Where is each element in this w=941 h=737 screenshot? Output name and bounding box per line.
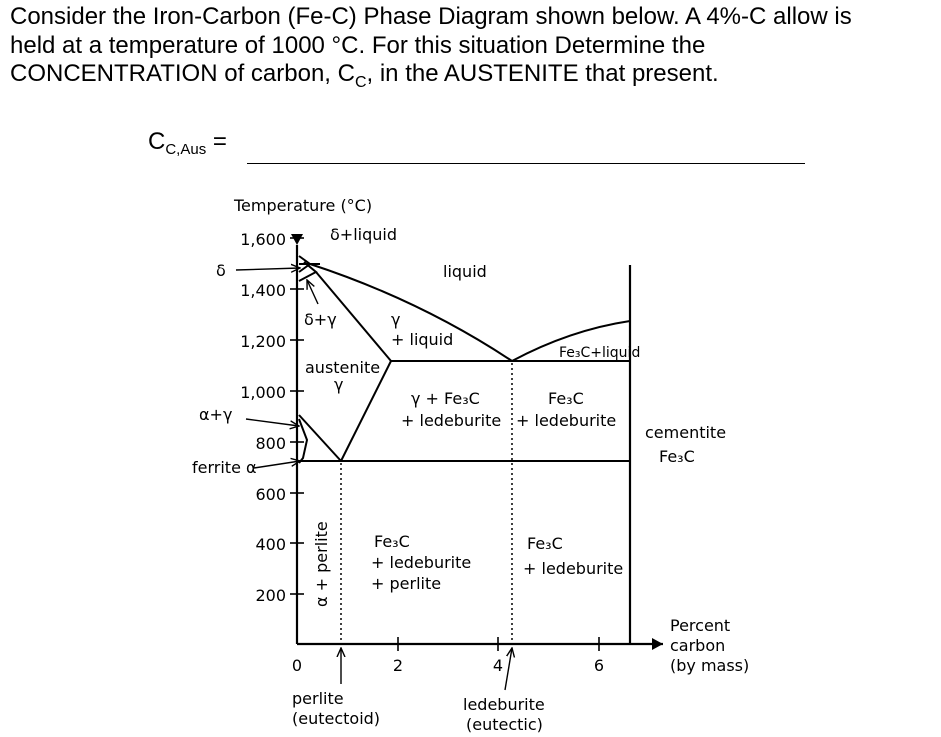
liquidus-left (309, 263, 513, 362)
diagram-label: 1,400 (240, 281, 286, 300)
question-line-2: held at a temperature of 1000 °C. For th… (10, 31, 706, 59)
question-text: Consider the Iron-Carbon (Fe-C) Phase Di… (10, 3, 933, 97)
diagram-label: 4 (493, 656, 503, 675)
diagram-label: γ (334, 375, 343, 394)
y-axis-title: Temperature (°C) (233, 196, 372, 215)
a3-line (298, 414, 342, 462)
diagram-label: 0 (292, 656, 302, 675)
diagram-label: 600 (255, 485, 286, 504)
x-axis-title: Percent carbon (by mass) (670, 616, 749, 675)
axes (291, 234, 663, 650)
delta-region (298, 255, 318, 282)
diagram-label: δ+γ (304, 310, 337, 329)
pointer-arrows (235, 268, 512, 691)
diagram-label: δ (216, 261, 226, 280)
delta-arrow (235, 268, 300, 270)
answer-input-line[interactable] (247, 163, 805, 164)
diagram-label: ferrite α (192, 458, 257, 477)
diagram-label: + ledeburite (523, 559, 623, 578)
diagram-label: γ (391, 310, 400, 329)
x-tick-labels: 0 2 4 6 (292, 656, 604, 675)
acm-line (340, 360, 392, 462)
alpha-solvus (298, 418, 309, 464)
diagram-label: α + perlite (312, 521, 331, 607)
diagram-label: 400 (255, 535, 286, 554)
delta-gamma-arrow (307, 280, 319, 305)
diagram-label: Percent (670, 616, 730, 635)
diagram-label: perlite (292, 689, 344, 708)
diagram-label: + ledeburite (516, 411, 616, 430)
side-labels: δ α+γ ferrite α (192, 261, 257, 477)
diagram-label: 800 (255, 434, 286, 453)
diagram-label: + liquid (391, 330, 453, 349)
diagram-label: + perlite (371, 574, 441, 593)
solidus (315, 271, 392, 362)
x-tick-marks (397, 637, 600, 651)
diagram-label: (eutectoid) (292, 709, 380, 728)
region-labels: δ+liquid liquid δ+γ γ + liquid Fe₃C+liqu… (304, 225, 726, 607)
diagram-label: 2 (393, 656, 403, 675)
y-tick-marks (290, 237, 304, 595)
diagram-label: 1,600 (240, 230, 286, 249)
bottom-labels: perlite (eutectoid) ledeburite (eutectic… (292, 689, 545, 734)
phase-boundaries (298, 255, 631, 464)
diagram-label: carbon (670, 636, 725, 655)
diagram-label: (eutectic) (466, 715, 543, 734)
ferrite-arrow (253, 461, 300, 469)
diagram-label: Fe₃C (374, 532, 410, 551)
diagram-label: Fe₃C (548, 389, 584, 408)
question-line-1: Consider the Iron-Carbon (Fe-C) Phase Di… (10, 3, 852, 30)
y-tick-labels: 1,600 1,400 1,200 1,000 800 600 400 200 (240, 230, 286, 605)
diagram-label: δ+liquid (330, 225, 397, 244)
diagram-label: austenite (305, 358, 380, 377)
ledeburite-arrow (504, 648, 512, 691)
diagram-label: + ledeburite (371, 553, 471, 572)
liquidus-right (511, 320, 631, 362)
diagram-label: ledeburite (463, 695, 545, 714)
answer-label: CC,Aus = (148, 128, 227, 158)
diagram-label: α+γ (199, 405, 232, 424)
diagram-label: 1,200 (240, 332, 286, 351)
diagram-label: 6 (594, 656, 604, 675)
diagram-label: 1,000 (240, 383, 286, 402)
diagram-label: Fe₃C (527, 534, 563, 553)
question-line-3: CONCENTRATION of carbon, CC, in the AUST… (10, 60, 719, 91)
dotted-lines (340, 363, 513, 644)
diagram-label: Fe₃C (659, 447, 695, 466)
diagram-label: γ + Fe₃C (411, 389, 480, 408)
diagram-label: (by mass) (670, 656, 749, 675)
alpha-gamma-arrow (245, 418, 299, 426)
diagram-label: + ledeburite (401, 411, 501, 430)
diagram-label: liquid (443, 262, 487, 281)
diagram-label: cementite (645, 423, 726, 442)
diagram-label: 200 (255, 586, 286, 605)
diagram-label: Fe₃C+liquid (559, 345, 640, 361)
